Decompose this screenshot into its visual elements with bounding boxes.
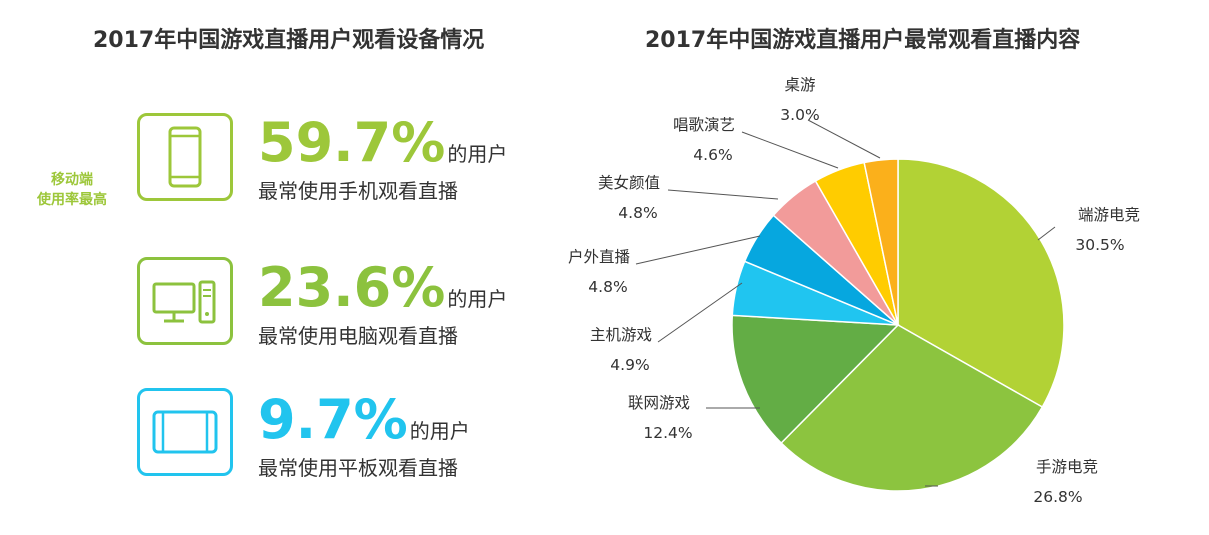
- smartphone-icon: [168, 126, 202, 188]
- leader-line-8: [807, 119, 881, 159]
- tablet-percent: 9.7%: [258, 388, 408, 451]
- slice-percent-label: 4.9%: [610, 356, 649, 374]
- phone-description: 最常使用手机观看直播: [258, 179, 458, 203]
- tablet-suffix: 的用户: [409, 419, 470, 443]
- phone-percent-line: 59.7% 的用户: [258, 116, 507, 170]
- mobile-note: 移动端 使用率最高: [22, 170, 122, 210]
- phone-percent: 59.7%: [258, 111, 446, 174]
- slice-category-label: 户外直播: [568, 248, 631, 266]
- pc-percent: 23.6%: [258, 256, 446, 319]
- tablet-icon: [152, 410, 218, 454]
- left-chart-title: 2017年中国游戏直播用户观看设备情况: [93, 28, 485, 53]
- slice-percent-label: 4.6%: [693, 146, 732, 164]
- pc-suffix: 的用户: [447, 287, 508, 311]
- tablet-description: 最常使用平板观看直播: [258, 456, 458, 480]
- leader-line-1: [1037, 226, 1056, 241]
- leader-line-4: [657, 282, 743, 343]
- desktop-computer-icon: [152, 280, 216, 324]
- pc-card: [137, 257, 233, 345]
- slice-category-label: 端游电竞: [1078, 206, 1140, 224]
- pie-chart-title: 2017年中国游戏直播用户最常观看直播内容: [645, 28, 1081, 53]
- slice-percent-label: 4.8%: [618, 204, 657, 222]
- slice-category-label: 联网游戏: [628, 394, 690, 412]
- pie-slice-3: [731, 314, 900, 445]
- slice-percent-label: 3.0%: [780, 106, 819, 124]
- pie-slice-1: [897, 158, 1065, 409]
- phone-card: [137, 113, 233, 201]
- slice-category-label: 唱歌演艺: [673, 116, 735, 134]
- pie-labels: 端游电竞 30.5% 手游电竞 26.8% 联网游戏 12.4% 主机游戏 4.9% 户外直播 4…: [568, 76, 1140, 506]
- pc-description: 最常使用电脑观看直播: [258, 324, 458, 348]
- leader-line-6: [667, 189, 779, 200]
- leader-line-7: [741, 131, 839, 169]
- slice-category-label: 美女颜值: [598, 173, 660, 192]
- mobile-note-line1: 移动端: [51, 172, 93, 188]
- pie-slices: [731, 158, 1065, 492]
- slice-category-label: 桌游: [784, 76, 815, 94]
- phone-suffix: 的用户: [447, 142, 508, 166]
- slice-percent-label: 4.8%: [588, 278, 627, 296]
- mobile-note-line2: 使用率最高: [37, 192, 107, 208]
- leader-line-5: [635, 235, 761, 265]
- slice-percent-label: 30.5%: [1075, 236, 1124, 254]
- slice-percent-label: 12.4%: [643, 424, 692, 442]
- tablet-card: [137, 388, 233, 476]
- pie-slice-8: [863, 158, 899, 326]
- pie-slice-2: [780, 324, 1044, 492]
- pc-percent-line: 23.6% 的用户: [258, 261, 507, 315]
- slice-category-label: 主机游戏: [590, 326, 652, 344]
- slice-category-label: 手游电竞: [1036, 458, 1098, 476]
- slice-percent-label: 26.8%: [1033, 488, 1082, 506]
- tablet-percent-line: 9.7% 的用户: [258, 393, 470, 447]
